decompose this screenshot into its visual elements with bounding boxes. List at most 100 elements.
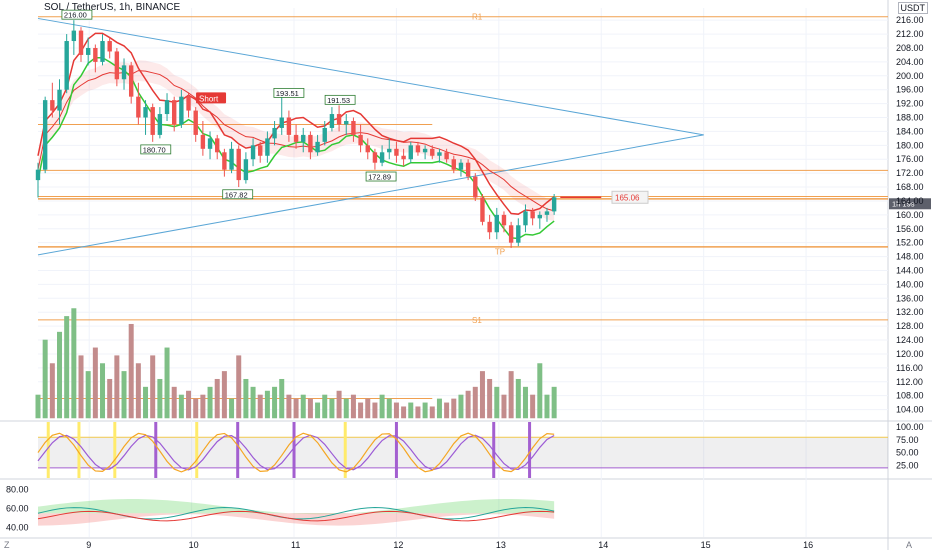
stoch-oversold-marker [154, 422, 158, 478]
price-tag [365, 171, 397, 182]
y-tick-label: 164.00 [896, 196, 924, 206]
candle-body [222, 152, 227, 170]
volume-bar [537, 363, 543, 419]
osc-tick-label: 40.00 [6, 523, 29, 533]
candle-body [42, 100, 48, 170]
candle-body [301, 134, 306, 142]
y-tick-label: 124.00 [896, 335, 924, 345]
candle-body [114, 51, 120, 80]
trend-line [37, 134, 704, 256]
volume-bar [415, 406, 421, 419]
volume-bar [193, 398, 199, 419]
candle-body [422, 148, 428, 153]
candle-body [136, 96, 141, 118]
stoch-k-line [37, 432, 555, 473]
candle-body [516, 225, 521, 243]
x-tick-label: 9 [86, 540, 91, 550]
currency-label[interactable]: USDT [897, 2, 928, 14]
volume-bar [92, 347, 98, 419]
candle-body [179, 96, 184, 125]
volume-bar [243, 378, 249, 419]
candle-body [64, 41, 69, 90]
volume-bar [379, 394, 385, 419]
candle-body [128, 65, 134, 97]
volume-bar [264, 390, 270, 419]
candle-body [358, 134, 363, 146]
volume-bar [336, 390, 342, 419]
candle-body [279, 117, 284, 128]
volume-bars [35, 308, 557, 419]
candle-body [315, 141, 320, 153]
axes: 216.00 212.00 208.00 204.00 200.00 196.00 192.… [6, 15, 924, 550]
candle-body [458, 162, 464, 170]
y-tick-label: 148.00 [896, 252, 924, 262]
x-tick-label: 16 [803, 540, 813, 550]
candle-body [243, 159, 249, 181]
zoom-icon[interactable]: Z [4, 540, 10, 550]
volume-bar [42, 339, 48, 419]
volume-bar [178, 394, 184, 419]
volume-bar [472, 386, 478, 419]
y-tick-label: 172.00 [896, 168, 924, 178]
volume-bar [272, 386, 278, 419]
y-tick-label: 208.00 [896, 43, 924, 53]
volume-bar [329, 398, 335, 419]
candle-body [100, 41, 105, 62]
volume-bar [515, 378, 521, 419]
candle-body [537, 214, 543, 219]
y-tick-label: 212.00 [896, 29, 924, 39]
stochastic-pane [37, 422, 888, 478]
candle-body [437, 152, 442, 156]
volume-bar [229, 398, 235, 419]
volume-bar [78, 355, 84, 419]
price-tag [222, 189, 254, 200]
countdown-label: 1h 19s [892, 199, 915, 208]
y-tick-label: 128.00 [896, 321, 924, 331]
y-tick-label: 136.00 [896, 293, 924, 303]
price-tag-label: 191.53 [327, 96, 350, 105]
take-profit-label: TP [495, 247, 505, 256]
y-tick-label: 180.00 [896, 140, 924, 150]
volume-bar [114, 355, 120, 419]
stoch-overbought-marker [113, 422, 117, 478]
volume-bar [57, 331, 63, 419]
volume-bar [372, 402, 378, 419]
candle-body [71, 30, 77, 42]
x-tick-label: 11 [291, 540, 300, 550]
volume-bar [85, 371, 91, 419]
oscillator-green-area [38, 499, 555, 515]
osc-tick-label: 60.00 [6, 504, 29, 514]
auto-scale-icon[interactable]: A [906, 540, 913, 550]
volume-bar [465, 390, 471, 419]
candle-body [372, 152, 378, 163]
candle-body [207, 138, 213, 149]
volume-bar [487, 378, 493, 419]
volume-bar [307, 398, 313, 419]
volume-bar [544, 394, 550, 419]
x-tick-label: 15 [701, 540, 711, 550]
candle-body [351, 120, 356, 135]
candle-body [473, 176, 478, 198]
candle-body [236, 148, 241, 181]
volume-bar [429, 406, 435, 419]
stoch-overbought-marker [77, 422, 81, 478]
candle-body [250, 145, 256, 160]
volume-bar [386, 398, 392, 419]
volume-bar [186, 390, 192, 419]
stoch-tick-label: 25.00 [896, 460, 919, 470]
candle-body [272, 127, 277, 139]
y-tick-label: 196.00 [896, 85, 924, 95]
volume-bar [300, 394, 306, 419]
volume-bar [408, 402, 414, 419]
candle-body [322, 127, 327, 142]
volume-bar [257, 394, 263, 419]
y-tick-label: 200.00 [896, 71, 924, 81]
y-tick-label: 132.00 [896, 307, 924, 317]
price-tag-label: 180.70 [143, 145, 166, 154]
level-label: R1 [472, 13, 483, 22]
volume-bar [64, 316, 70, 419]
candle-body [85, 47, 91, 55]
candle-body [480, 197, 485, 222]
volume-bar [422, 402, 428, 419]
